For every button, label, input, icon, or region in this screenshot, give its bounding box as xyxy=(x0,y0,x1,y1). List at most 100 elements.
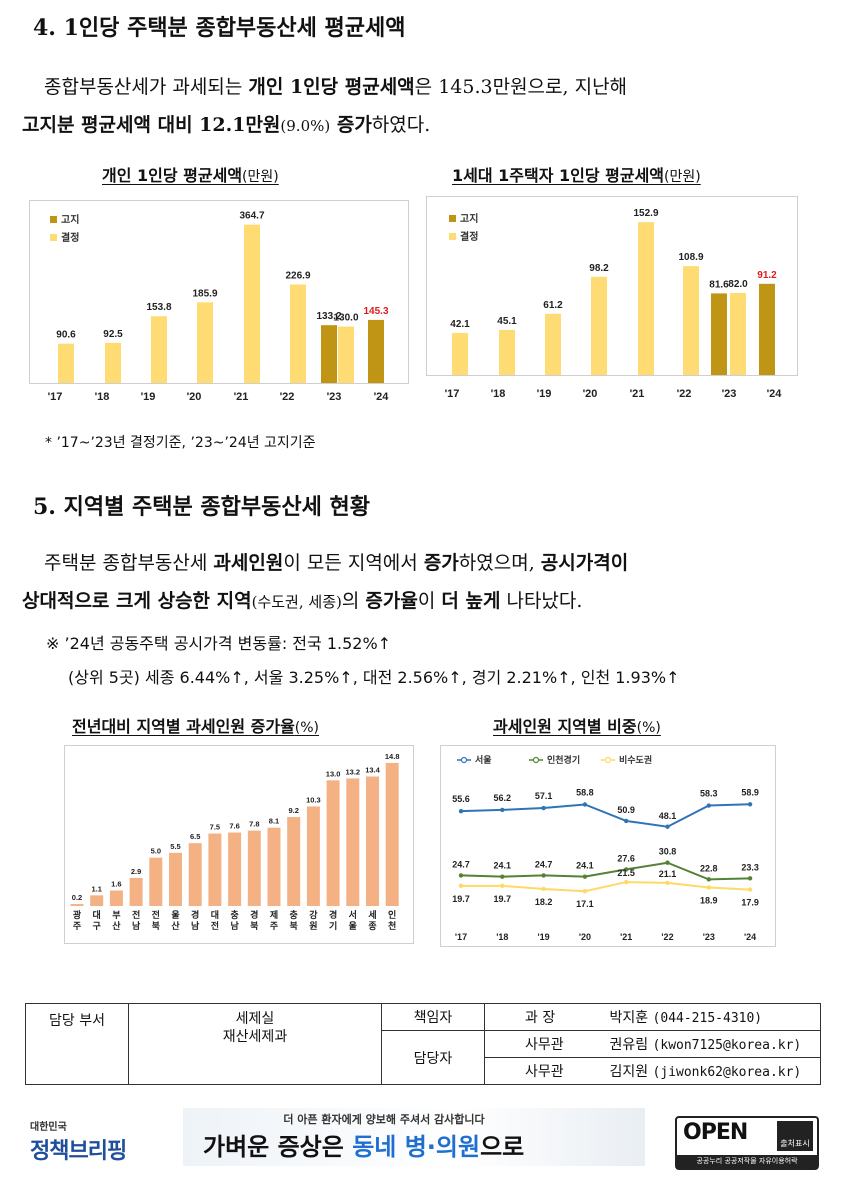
chart4-title: 과세인원 지역별 비중(%) xyxy=(493,717,661,736)
bar xyxy=(244,224,260,383)
data-label: 24.7 xyxy=(535,859,553,869)
data-label: 185.9 xyxy=(192,288,217,299)
x-tick-label: 기 xyxy=(329,920,337,931)
x-tick-label: '23 xyxy=(703,932,715,942)
x-tick-label: 전 xyxy=(211,920,219,931)
attribution-badge-icon: 출처표시 xyxy=(777,1121,813,1151)
data-point xyxy=(747,887,753,892)
contact-table: 담당 부서 세제실 재산세제과 책임자 과 장 박지훈 (044-215-431… xyxy=(25,1003,821,1085)
korea-briefing-logo[interactable]: 대한민국 정책브리핑 xyxy=(30,1118,140,1165)
data-label: 8.1 xyxy=(269,817,279,826)
data-label: 90.6 xyxy=(56,330,76,341)
data-label: 153.8 xyxy=(146,302,171,313)
bar xyxy=(247,830,261,906)
data-label: 23.3 xyxy=(741,862,759,872)
x-tick-label: 충 xyxy=(230,909,238,920)
bar xyxy=(759,283,775,375)
legend-swatch xyxy=(449,215,456,222)
x-tick-label: 강 xyxy=(309,909,318,920)
data-label: 50.9 xyxy=(617,805,635,815)
x-tick-label: 대 xyxy=(93,909,101,920)
data-label: 21.1 xyxy=(659,869,677,879)
data-label: 5.5 xyxy=(170,842,180,851)
legend-label: 서울 xyxy=(475,754,492,765)
chart3-plot: 0.2광주1.1대구1.6부산2.9전남5.0전북5.5울산6.5경남7.5대전… xyxy=(70,752,400,931)
x-tick-label: '20 xyxy=(187,391,202,403)
bar xyxy=(730,293,746,375)
campaign-banner[interactable]: 더 아픈 환자에게 양보해 주셔서 감사합니다 가벼운 증상은 동네 병·의원으… xyxy=(183,1108,645,1166)
data-point xyxy=(500,807,505,813)
data-label: 21.5 xyxy=(617,868,635,878)
bar xyxy=(638,222,654,375)
bar xyxy=(321,325,337,383)
x-tick-label: 세 xyxy=(368,909,376,920)
data-label: 5.0 xyxy=(151,847,161,856)
data-point xyxy=(458,808,464,814)
x-tick-label: 울 xyxy=(171,909,179,920)
data-point xyxy=(541,873,546,878)
bar xyxy=(545,313,561,375)
x-tick-label: 북 xyxy=(250,921,258,931)
data-point xyxy=(582,802,588,807)
data-label: 55.6 xyxy=(452,794,470,804)
data-label: 18.2 xyxy=(535,897,553,907)
legend-label: 인천경기 xyxy=(547,754,580,765)
x-tick-label: 서 xyxy=(349,909,357,920)
x-tick-label: 광 xyxy=(73,909,82,920)
x-tick-label: '18 xyxy=(95,391,110,403)
data-label: 7.8 xyxy=(249,820,259,829)
x-tick-label: '19 xyxy=(538,932,550,942)
data-label: 18.9 xyxy=(700,895,718,905)
bar xyxy=(287,817,301,906)
contact-row: 과 장 박지훈 (044-215-4310) xyxy=(484,1003,821,1031)
x-tick-label: '22 xyxy=(280,391,295,403)
data-label: 82.0 xyxy=(728,279,748,290)
legend-marker xyxy=(532,756,540,764)
data-point xyxy=(706,803,711,808)
data-point xyxy=(665,824,670,829)
data-label: 42.1 xyxy=(450,319,470,330)
x-tick-label: '23 xyxy=(327,391,342,403)
bar xyxy=(346,778,360,906)
logo-small-text: 대한민국 xyxy=(30,1122,67,1133)
open-subtext: 공공누리 공공저작물 자유이용허락 xyxy=(677,1155,817,1168)
x-tick-label: 경 xyxy=(329,909,337,920)
bar xyxy=(208,833,222,906)
data-point xyxy=(582,889,588,894)
series-line xyxy=(460,861,751,881)
data-point xyxy=(624,879,629,885)
x-tick-label: '17 xyxy=(455,932,467,942)
legend-label: 고지 xyxy=(61,213,79,226)
contact-row: 사무관 권유림 (kwon7125@korea.kr) xyxy=(484,1030,821,1058)
x-tick-label: 울 xyxy=(349,920,357,931)
data-label: 57.1 xyxy=(535,791,553,801)
resp-label: 책임자 xyxy=(381,1003,485,1031)
bar xyxy=(306,806,320,906)
data-point xyxy=(624,867,629,872)
data-point xyxy=(624,818,629,824)
dept-label: 담당 부서 xyxy=(25,1003,129,1085)
bar xyxy=(58,343,74,383)
data-label: 98.2 xyxy=(589,263,609,274)
data-label: 17.9 xyxy=(741,898,759,908)
data-point xyxy=(747,876,753,881)
x-tick-label: 천 xyxy=(388,921,396,931)
kogl-open-license[interactable]: OPEN 출처표시 공공누리 공공저작물 자유이용허락 xyxy=(675,1116,819,1170)
data-point xyxy=(500,874,505,879)
x-tick-label: '21 xyxy=(630,388,645,400)
bar xyxy=(151,316,167,383)
legend-label: 비수도권 xyxy=(619,754,652,765)
data-label: 24.1 xyxy=(576,861,594,871)
section5-note-line1: ※ ’24년 공동주택 공시가격 변동률: 전국 1.52%↑ xyxy=(46,634,392,653)
chart1-box: 고지 결정 90.6 92.5 153.8 185.9 364.7 226.9 133.2 130… xyxy=(29,200,409,384)
section4-note: * ’17~’23년 결정기준, ’23~’24년 고지기준 xyxy=(45,435,316,451)
data-label: 6.5 xyxy=(190,832,200,841)
data-point xyxy=(706,877,711,882)
data-label: 9.2 xyxy=(288,806,298,815)
x-tick-label: 종 xyxy=(368,921,376,931)
data-label: 2.9 xyxy=(131,867,141,876)
data-label: 56.2 xyxy=(494,793,512,803)
data-label: 45.1 xyxy=(497,316,517,327)
data-label: 0.2 xyxy=(72,893,82,902)
